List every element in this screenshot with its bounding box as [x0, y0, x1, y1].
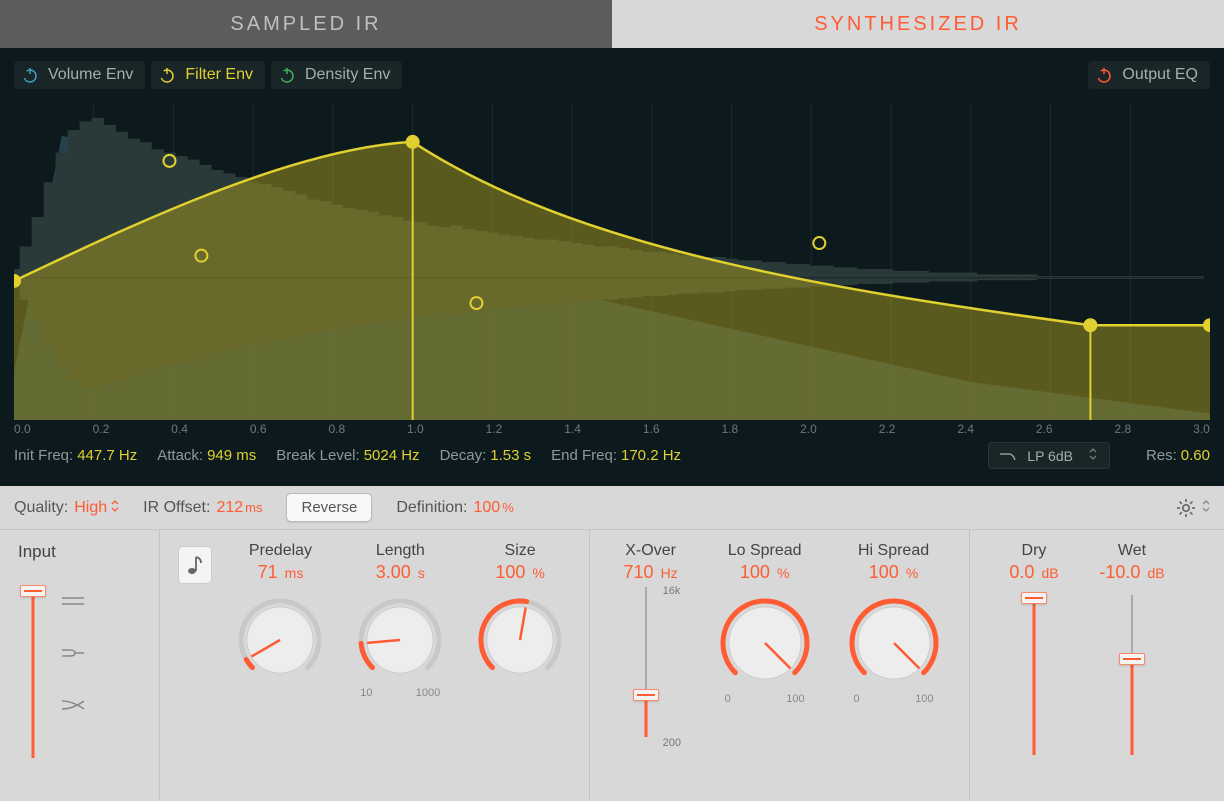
filter-param-row: Init Freq:447.7 Hz Attack:949 ms Break L… — [0, 436, 1224, 475]
chevron-updown-icon — [1089, 447, 1099, 464]
input-group: Input — [0, 530, 160, 800]
tempo-sync-button[interactable] — [178, 546, 212, 584]
res-param[interactable]: Res:0.60 — [1146, 447, 1210, 464]
reverse-button[interactable]: Reverse — [286, 493, 372, 522]
tab-synthesized-ir[interactable]: SYNTHESIZED IR — [612, 0, 1224, 48]
output-eq-label: Output EQ — [1122, 66, 1198, 84]
graph-x-axis: 0.00.20.40.60.81.01.21.41.61.82.02.22.42… — [0, 420, 1224, 436]
stereo-mode-icons[interactable] — [62, 594, 84, 712]
envelope-graph[interactable] — [14, 104, 1210, 420]
wet-slider[interactable]: Wet -10.0 dB — [1092, 542, 1172, 755]
quality-select[interactable]: Quality: High — [14, 499, 119, 517]
power-icon — [1094, 65, 1114, 85]
input-title: Input — [18, 542, 141, 562]
envelope-toggle-bar: Volume Env Filter Env Density Env Output… — [0, 48, 1224, 92]
xover-slider[interactable]: X-Over 710 Hz 16k 200 — [608, 542, 693, 747]
chevron-updown-icon — [1202, 500, 1210, 515]
filter-type-label: LP 6dB — [1027, 448, 1073, 464]
filter-env-label: Filter Env — [185, 66, 253, 84]
density-env-label: Density Env — [305, 66, 390, 84]
predelay-knob[interactable]: Predelay 71 ms — [230, 542, 332, 685]
input-slider[interactable] — [18, 588, 48, 758]
volume-env-label: Volume Env — [48, 66, 133, 84]
stereo-merge-icon — [62, 646, 84, 660]
density-env-toggle[interactable]: Density Env — [271, 61, 402, 89]
volume-env-toggle[interactable]: Volume Env — [14, 61, 145, 89]
control-topbar: Quality: High IR Offset: 212 ms Reverse … — [0, 486, 1224, 530]
drywet-group: Dry 0.0 dB Wet -10.0 dB — [970, 530, 1190, 800]
hi-spread-knob[interactable]: Hi Spread 100 % 0100 — [836, 542, 951, 705]
size-knob[interactable]: Size 100 % — [469, 542, 571, 685]
definition-param[interactable]: Definition: 100 % — [396, 499, 513, 517]
tab-sampled-ir[interactable]: SAMPLED IR — [0, 0, 612, 48]
init-freq-param[interactable]: Init Freq:447.7 Hz — [14, 447, 137, 464]
spread-group: X-Over 710 Hz 16k 200 Lo Spread 100 % 01… — [590, 530, 970, 800]
envelope-section: Volume Env Filter Env Density Env Output… — [0, 48, 1224, 486]
lo-spread-knob[interactable]: Lo Spread 100 % 0100 — [707, 542, 822, 705]
filter-type-select[interactable]: LP 6dB — [988, 442, 1110, 469]
chevron-updown-icon — [111, 500, 119, 515]
ir-offset-param[interactable]: IR Offset: 212 ms — [143, 499, 262, 517]
knob-row: Input Predelay 71 ms — [0, 530, 1224, 800]
end-freq-param[interactable]: End Freq:170.2 Hz — [551, 447, 681, 464]
attack-param[interactable]: Attack:949 ms — [157, 447, 256, 464]
gear-icon — [1176, 498, 1196, 518]
time-group: Predelay 71 ms Length 3.00 s 101000 Size… — [160, 530, 590, 800]
dry-slider[interactable]: Dry 0.0 dB — [994, 542, 1074, 755]
ir-mode-tabs: SAMPLED IR SYNTHESIZED IR — [0, 0, 1224, 48]
stereo-cross-icon — [62, 698, 84, 712]
control-section: Quality: High IR Offset: 212 ms Reverse … — [0, 486, 1224, 801]
break-level-param[interactable]: Break Level:5024 Hz — [276, 447, 419, 464]
settings-menu[interactable] — [1176, 498, 1210, 518]
power-icon — [20, 65, 40, 85]
lowpass-icon — [999, 450, 1017, 462]
decay-param[interactable]: Decay:1.53 s — [440, 447, 532, 464]
power-icon — [157, 65, 177, 85]
length-knob[interactable]: Length 3.00 s 101000 — [349, 542, 451, 699]
filter-env-toggle[interactable]: Filter Env — [151, 61, 265, 89]
power-icon — [277, 65, 297, 85]
output-eq-toggle[interactable]: Output EQ — [1088, 61, 1210, 89]
note-icon — [186, 554, 204, 576]
stereo-parallel-icon — [62, 594, 84, 608]
